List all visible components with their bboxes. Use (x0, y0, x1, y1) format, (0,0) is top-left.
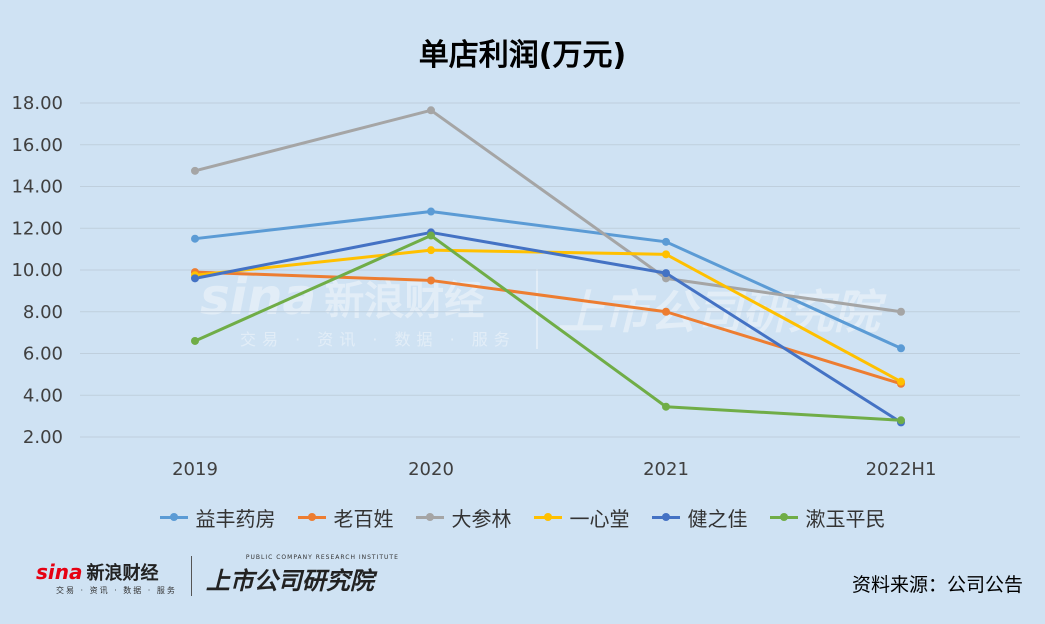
sina-logo-sub: 交易 · 资讯 · 数据 · 服务 (56, 586, 177, 595)
footer-logo: sina 新浪财经 交易 · 资讯 · 数据 · 服务 PUBLIC COMPA… (36, 554, 399, 596)
legend-item: 一心堂 (533, 503, 630, 532)
data-point (191, 336, 199, 345)
data-point (897, 416, 905, 425)
data-point (427, 246, 435, 255)
data-point (191, 274, 199, 283)
legend-item: 老百姓 (297, 503, 394, 532)
x-tick-label: 2020 (408, 459, 454, 480)
x-tick-label: 2019 (172, 459, 218, 480)
series-line (194, 270, 902, 386)
legend-swatch (651, 513, 680, 521)
chart-title: 单店利润(万元) (418, 38, 627, 73)
y-tick-label: 18.00 (11, 93, 63, 114)
legend-swatch (769, 513, 798, 521)
y-tick-label: 16.00 (11, 135, 63, 156)
institute-logo-en: PUBLIC COMPANY RESEARCH INSTITUTE (245, 554, 399, 561)
data-point (427, 207, 435, 216)
legend-swatch (533, 513, 562, 521)
x-tick-label: 2021 (643, 459, 689, 480)
data-point (662, 269, 670, 278)
data-point (191, 234, 199, 243)
axis-layer: 2.00 4.00 6.00 8.00 10.00 12.00 14.00 16.00 18.0… (11, 93, 936, 480)
data-point (191, 166, 199, 175)
sina-logo: sina 新浪财经 交易 · 资讯 · 数据 · 服务 (36, 559, 177, 596)
source-note: 资料来源：公司公告 (851, 574, 1023, 596)
legend-label: 健之佳 (687, 507, 748, 531)
institute-logo-cn: 上市公司研究院 (205, 567, 374, 595)
y-tick-label: 6.00 (23, 344, 63, 365)
grid-layer (80, 102, 1020, 438)
legend-item: 益丰药房 (159, 503, 276, 532)
y-tick-label: 12.00 (11, 218, 63, 239)
institute-logo: PUBLIC COMPANY RESEARCH INSTITUTE 上市公司研究… (206, 554, 399, 596)
legend-label: 益丰药房 (195, 507, 276, 531)
data-point (427, 276, 435, 285)
legend-label: 一心堂 (569, 507, 630, 531)
legend-swatch (159, 513, 188, 521)
series-line (194, 230, 902, 424)
y-tick-label: 14.00 (11, 177, 63, 198)
legend-swatch (297, 513, 326, 521)
legend-label: 老百姓 (333, 507, 394, 531)
data-point (427, 106, 435, 115)
series-line (194, 234, 902, 422)
data-point (662, 250, 670, 259)
data-point (662, 237, 670, 246)
legend-item: 健之佳 (651, 503, 748, 532)
sina-logo-word: sina (36, 560, 83, 584)
data-point (427, 231, 435, 240)
x-tick-label: 2022H1 (866, 459, 937, 480)
y-tick-label: 8.00 (23, 302, 63, 323)
data-point (897, 377, 905, 386)
data-point (897, 344, 905, 353)
sina-logo-cn: 新浪财经 (86, 563, 159, 584)
legend: 益丰药房 老百姓 大参林 一心堂 健之佳 漱玉平民 (0, 503, 1045, 532)
series-line (194, 108, 902, 314)
series-line (194, 210, 902, 350)
legend-item: 大参林 (415, 503, 512, 532)
data-point (662, 307, 670, 316)
y-tick-label: 10.00 (11, 260, 63, 281)
legend-swatch (415, 513, 444, 521)
y-tick-label: 2.00 (23, 427, 63, 448)
legend-item: 漱玉平民 (769, 503, 886, 532)
data-point (897, 307, 905, 316)
footer-divider (190, 556, 192, 596)
legend-label: 大参林 (451, 507, 512, 531)
legend-label: 漱玉平民 (805, 507, 886, 531)
y-tick-label: 4.00 (23, 385, 63, 406)
series-layer (191, 106, 905, 427)
data-point (662, 402, 670, 411)
